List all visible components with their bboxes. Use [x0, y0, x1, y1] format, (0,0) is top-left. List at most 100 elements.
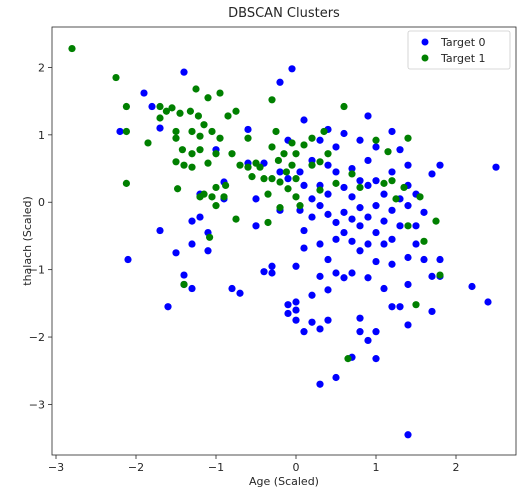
point-target-1 [392, 195, 400, 203]
point-target-1 [228, 150, 236, 158]
point-target-0 [180, 271, 188, 279]
point-target-1 [196, 146, 204, 154]
point-target-0 [252, 222, 260, 230]
point-target-1 [404, 134, 412, 142]
point-target-1 [216, 134, 224, 142]
point-target-0 [332, 235, 340, 243]
point-target-0 [364, 274, 372, 282]
point-target-0 [356, 328, 364, 336]
point-target-1 [156, 102, 164, 111]
point-target-0 [372, 177, 380, 185]
point-target-1 [188, 163, 196, 171]
point-target-0 [316, 272, 324, 280]
point-target-0 [436, 161, 444, 169]
point-target-1 [400, 183, 408, 192]
point-target-1 [122, 179, 130, 187]
point-target-1 [276, 178, 284, 186]
point-target-0 [316, 202, 324, 210]
point-target-1 [340, 102, 348, 111]
point-target-0 [292, 298, 300, 306]
point-target-1 [204, 159, 212, 167]
chart-title: DBSCAN Clusters [228, 6, 340, 21]
point-target-0 [340, 208, 348, 216]
point-target-0 [388, 235, 396, 243]
point-target-0 [356, 177, 364, 185]
point-target-0 [156, 226, 164, 235]
point-target-1 [296, 202, 304, 210]
point-target-0 [388, 260, 396, 268]
point-target-1 [232, 215, 240, 223]
point-target-1 [178, 146, 186, 154]
plot-area [51, 26, 517, 456]
point-target-1 [332, 179, 340, 187]
point-target-0 [268, 262, 276, 270]
point-target-0 [300, 328, 308, 336]
point-target-1 [172, 134, 180, 142]
x-axis-label: Age (Scaled) [249, 475, 319, 488]
point-target-0 [252, 195, 260, 203]
point-target-0 [340, 274, 348, 282]
point-target-1 [244, 134, 252, 142]
point-target-1 [420, 237, 428, 245]
point-target-0 [316, 136, 324, 144]
point-target-1 [200, 121, 208, 129]
point-target-1 [144, 139, 152, 147]
point-target-0 [380, 190, 388, 198]
point-target-0 [372, 257, 380, 266]
y-tick-label: −1 [29, 264, 45, 277]
point-target-1 [122, 102, 130, 111]
point-target-1 [388, 177, 396, 185]
x-tick-label: 1 [373, 461, 380, 474]
point-target-0 [396, 146, 404, 154]
point-target-0 [324, 316, 332, 324]
point-target-0 [372, 355, 380, 363]
point-target-0 [284, 309, 292, 318]
point-target-0 [156, 124, 164, 132]
point-target-0 [364, 156, 372, 165]
point-target-1 [212, 202, 220, 210]
x-tick-label: 0 [293, 461, 300, 474]
point-target-1 [316, 158, 324, 166]
point-target-1 [268, 175, 276, 183]
point-target-1 [208, 193, 216, 201]
point-target-0 [204, 247, 212, 255]
point-target-1 [308, 134, 316, 142]
point-target-1 [188, 127, 196, 136]
point-target-0 [404, 253, 412, 262]
point-target-1 [122, 127, 130, 136]
point-target-0 [428, 307, 436, 316]
point-target-0 [116, 127, 124, 136]
point-target-0 [332, 218, 340, 227]
y-axis-label: thalach (Scaled) [21, 196, 34, 286]
point-target-0 [324, 255, 332, 264]
point-target-1 [348, 170, 356, 178]
point-target-1 [156, 114, 164, 122]
point-target-1 [384, 148, 392, 156]
point-target-0 [404, 321, 412, 329]
point-target-0 [420, 208, 428, 216]
point-target-1 [288, 139, 296, 147]
point-target-0 [364, 181, 372, 189]
point-target-0 [484, 298, 492, 306]
point-target-1 [176, 109, 184, 117]
point-target-0 [140, 89, 148, 97]
point-target-0 [276, 168, 284, 176]
point-target-0 [332, 168, 340, 176]
point-target-1 [244, 163, 252, 171]
point-target-0 [436, 255, 444, 264]
point-target-0 [372, 328, 380, 336]
point-target-0 [268, 269, 276, 277]
point-target-1 [380, 179, 388, 187]
point-target-0 [332, 373, 340, 382]
point-target-1 [112, 73, 120, 82]
point-target-0 [324, 286, 332, 294]
point-target-1 [284, 185, 292, 193]
point-target-0 [332, 269, 340, 277]
point-target-1 [216, 89, 224, 97]
point-target-0 [172, 249, 180, 257]
point-target-1 [212, 150, 220, 158]
point-target-1 [316, 186, 324, 194]
point-target-0 [292, 316, 300, 324]
point-target-0 [340, 129, 348, 138]
point-target-0 [348, 164, 356, 173]
